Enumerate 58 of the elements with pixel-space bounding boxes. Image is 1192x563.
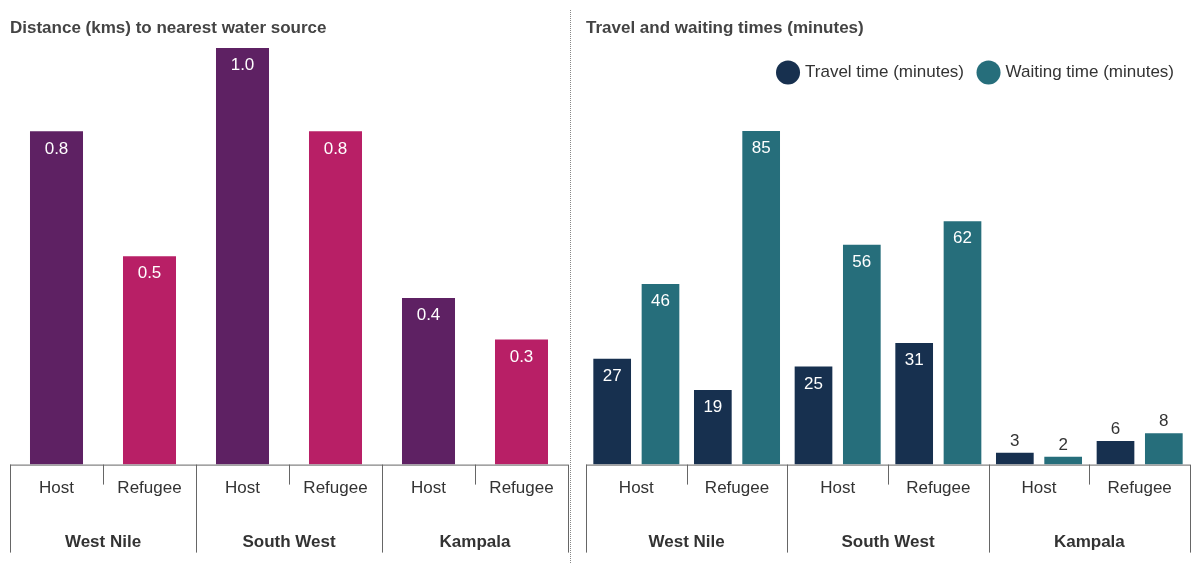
text: South West <box>242 532 336 552</box>
chart-title: Distance (kms) to nearest water source <box>10 18 327 38</box>
bar <box>1144 433 1183 465</box>
data-label: 0.4 <box>416 305 441 325</box>
x-tick-label: Host <box>225 478 261 498</box>
legend-label: Waiting time (minutes) <box>1005 62 1174 82</box>
data-label: 25 <box>804 373 823 393</box>
x-tick-label: Refugee <box>704 478 770 498</box>
text: Kampala <box>439 532 511 552</box>
data-label: 56 <box>852 252 872 272</box>
x-tick-label: Host <box>1021 478 1057 498</box>
x-tick-label: Refugee <box>1107 478 1172 498</box>
data-label: 3 <box>1010 431 1020 451</box>
data-label: 6 <box>1110 419 1121 439</box>
x-tick-label: Host <box>618 478 655 498</box>
bar <box>1096 441 1135 465</box>
data-label: 19 <box>703 397 723 417</box>
text: West Nile <box>648 532 725 552</box>
chart-title: Travel and waiting times (minutes) <box>586 18 864 38</box>
data-label: 0.5 <box>137 263 162 283</box>
data-label: 31 <box>904 350 924 370</box>
x-tick-label: Host <box>820 478 856 498</box>
x-tick-label: Refugee <box>117 478 182 498</box>
bar <box>996 452 1034 465</box>
data-label: 0.8 <box>323 138 348 158</box>
text: South West <box>841 532 935 552</box>
x-tick-label: Host <box>39 478 75 498</box>
data-label: 85 <box>751 138 771 158</box>
legend-label: Travel time (minutes) <box>805 62 965 82</box>
bar <box>694 390 732 465</box>
data-label: 46 <box>651 291 670 311</box>
bar <box>593 358 632 465</box>
bar <box>895 342 934 465</box>
data-label: 8 <box>1159 411 1169 431</box>
data-label: 2 <box>1058 434 1068 454</box>
bar <box>495 339 549 465</box>
data-label: 1.0 <box>230 55 255 75</box>
bar <box>1044 456 1083 465</box>
x-tick-label: Host <box>411 478 447 498</box>
bar <box>216 48 270 465</box>
text: Kampala <box>1053 532 1126 552</box>
bar <box>309 131 363 465</box>
data-label: 0.8 <box>44 138 69 158</box>
bar <box>943 221 982 465</box>
x-tick-label: Refugee <box>303 478 368 498</box>
bar <box>794 366 833 465</box>
bar <box>123 256 177 465</box>
data-label: 62 <box>953 228 972 248</box>
data-label: 0.3 <box>509 346 534 366</box>
text: West Nile <box>64 532 142 552</box>
data-label: 27 <box>602 365 622 385</box>
bar <box>30 131 84 465</box>
bar <box>402 297 456 465</box>
bar <box>842 244 881 465</box>
bar <box>742 131 781 465</box>
x-tick-label: Refugee <box>906 478 971 498</box>
bar <box>641 284 680 465</box>
x-tick-label: Refugee <box>489 478 554 498</box>
